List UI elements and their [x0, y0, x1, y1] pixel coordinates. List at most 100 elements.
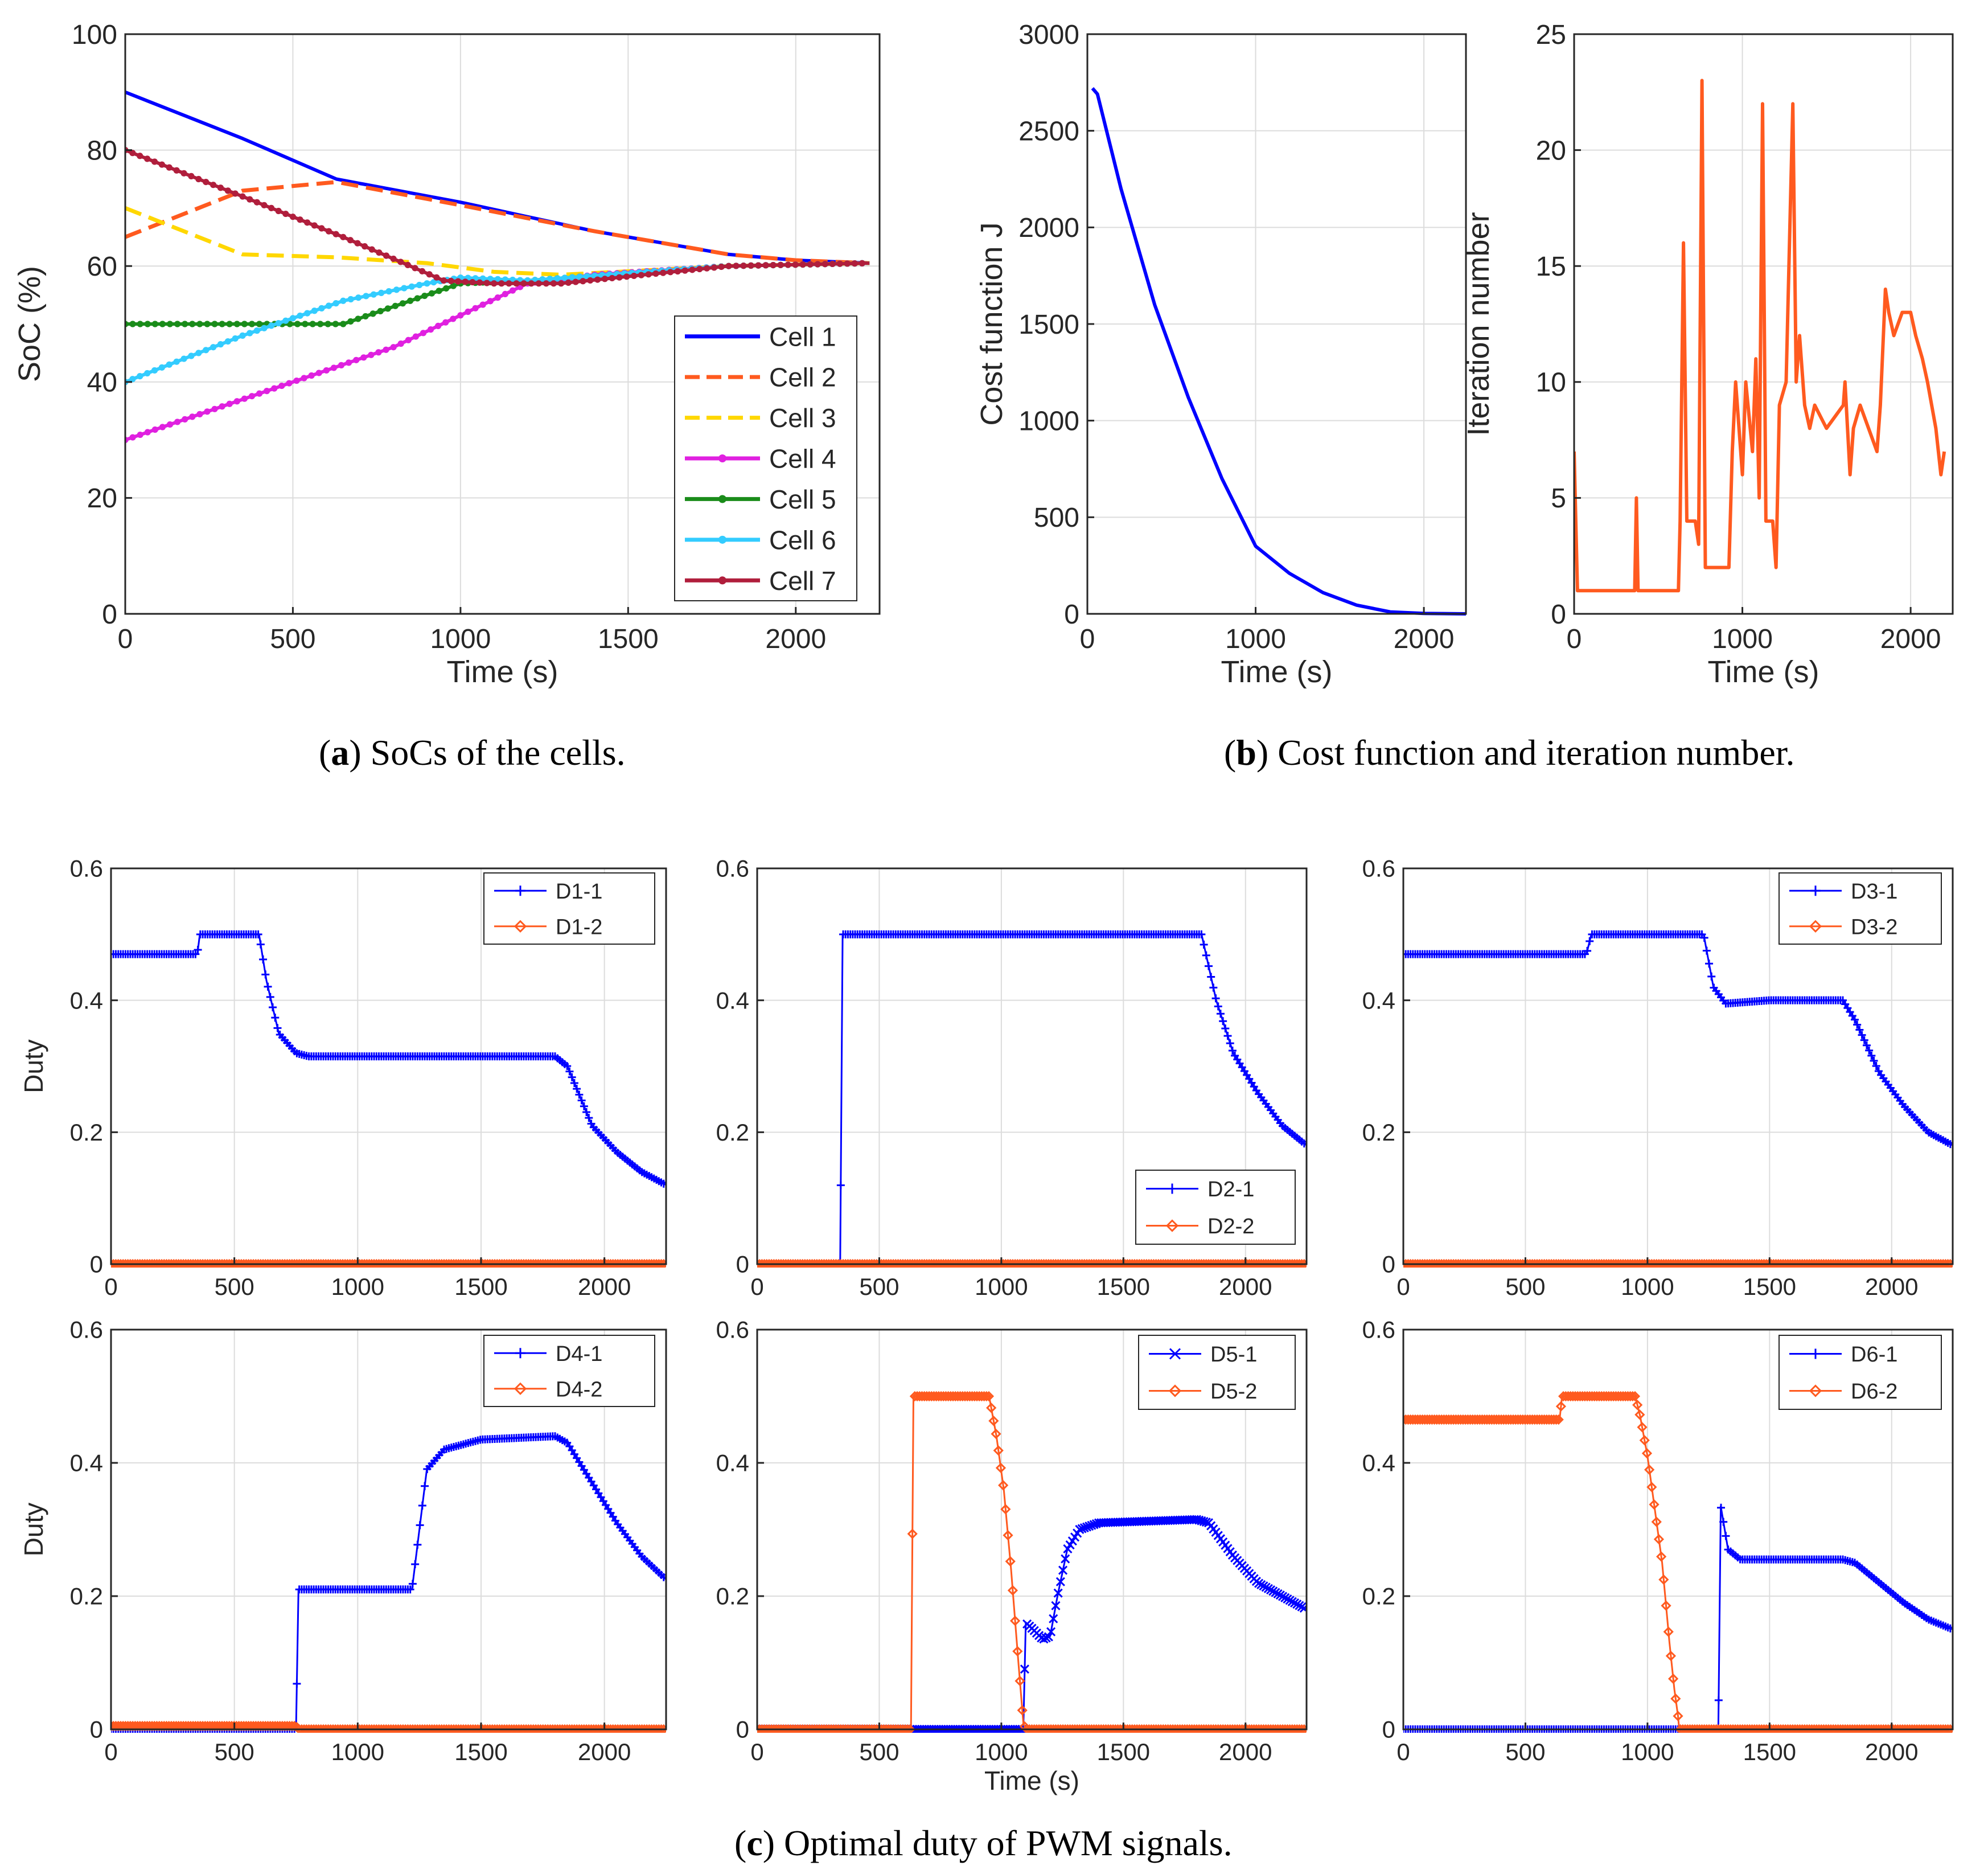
data-point: [345, 359, 352, 366]
data-point: [674, 268, 681, 275]
legend-label: D4-1: [556, 1342, 602, 1366]
data-point: [479, 301, 486, 308]
data-point: [580, 1102, 588, 1110]
data-point: [443, 285, 450, 292]
data-point: [725, 263, 732, 269]
data-point: [696, 265, 703, 273]
axes-frame: [110, 1328, 667, 1731]
data-point: [1583, 946, 1592, 955]
data-point: [498, 280, 505, 287]
data-point: [836, 260, 843, 267]
data-point: [576, 273, 583, 280]
x-tick-label: 1000: [331, 1273, 384, 1300]
data-point: [1639, 1435, 1650, 1446]
y-tick-label: 15: [1536, 252, 1566, 282]
legend-label: D5-1: [1210, 1343, 1257, 1367]
data-point: [311, 307, 318, 314]
data-point: [638, 272, 644, 278]
data-point: [1003, 1530, 1013, 1541]
x-tick-label: 1500: [454, 1273, 507, 1300]
data-point: [623, 273, 630, 280]
data-point: [180, 170, 187, 177]
data-point: [550, 280, 557, 287]
data-point: [273, 1024, 282, 1032]
legend-label: Cell 3: [769, 403, 836, 433]
data-point: [539, 276, 546, 283]
data-point: [569, 274, 576, 281]
data-point: [652, 270, 659, 277]
legend-marker: [514, 920, 527, 933]
data-point: [1658, 1574, 1669, 1585]
data-point: [401, 285, 408, 292]
data-point: [233, 321, 240, 327]
data-point: [1945, 1724, 1953, 1733]
data-point: [195, 350, 202, 356]
data-point: [733, 263, 740, 269]
data-point: [433, 274, 440, 281]
data-point: [601, 276, 608, 282]
x-axis-label: Time (s): [1221, 655, 1333, 689]
x-tick-label: 0: [104, 1273, 117, 1300]
data-point: [289, 315, 297, 322]
data-point: [330, 364, 338, 371]
data-point: [420, 330, 427, 337]
data-point: [421, 1482, 429, 1490]
data-point: [355, 294, 362, 301]
data-point: [1553, 1414, 1564, 1425]
data-point: [275, 319, 282, 327]
legend: D2-1 D2-2: [1135, 1170, 1296, 1245]
legend-label: D6-1: [1851, 1343, 1897, 1367]
data-point: [151, 426, 158, 433]
data-point: [1653, 1534, 1665, 1545]
data-point: [137, 431, 143, 438]
data-point: [1041, 1633, 1051, 1643]
x-tick-label: 2000: [1394, 624, 1455, 654]
data-point: [412, 265, 418, 272]
data-point: [547, 276, 553, 282]
data-point: [1858, 1031, 1866, 1039]
data-point: [1700, 933, 1708, 942]
y-tick-label: 10: [1536, 368, 1566, 398]
series-group: [1574, 79, 1946, 593]
data-point: [494, 276, 501, 282]
data-point: [390, 255, 397, 263]
legend: D6-1 D6-2: [1778, 1335, 1942, 1410]
caption-a: (a) SoCs of the cells.: [319, 732, 626, 773]
data-point: [1046, 1627, 1056, 1637]
x-tick-label: 500: [1505, 1738, 1545, 1765]
x-tick-label: 2000: [1865, 1738, 1918, 1765]
data-point: [1214, 1002, 1222, 1011]
data-point: [404, 261, 411, 268]
x-tick-label: 1500: [454, 1738, 507, 1765]
data-point: [151, 158, 158, 165]
y-tick-label: 0.6: [1362, 855, 1395, 882]
data-point: [318, 305, 325, 311]
data-point: [266, 993, 274, 1001]
data-point: [406, 1585, 414, 1594]
x-tick-label: 1500: [1097, 1273, 1150, 1300]
data-point: [465, 308, 471, 315]
legend-label: D3-1: [1851, 880, 1897, 904]
data-point: [1872, 1062, 1880, 1070]
data-point: [1017, 1705, 1028, 1716]
x-tick-label: 2000: [578, 1738, 631, 1765]
data-point: [658, 1724, 666, 1733]
data-point: [440, 277, 447, 284]
data-point: [182, 416, 188, 423]
data-point: [1223, 1032, 1232, 1040]
data-point: [902, 1724, 913, 1733]
x-tick-label: 2000: [765, 624, 826, 654]
data-point: [426, 271, 433, 278]
data-point: [271, 1014, 280, 1022]
x-tick-label: 2000: [1219, 1273, 1272, 1300]
data-point: [194, 946, 202, 954]
series-group: [125, 91, 870, 444]
chart-d3: 0 500 1000 1500 2000 0 0.2 0.4 0.6 D3-1 D3-2: [1362, 855, 1954, 1300]
data-point: [248, 321, 256, 327]
axes-frame: [110, 867, 667, 1265]
series-group: [1091, 87, 1466, 616]
data-point: [770, 261, 777, 269]
data-point: [570, 1079, 578, 1087]
legend-marker: [1810, 1348, 1821, 1359]
